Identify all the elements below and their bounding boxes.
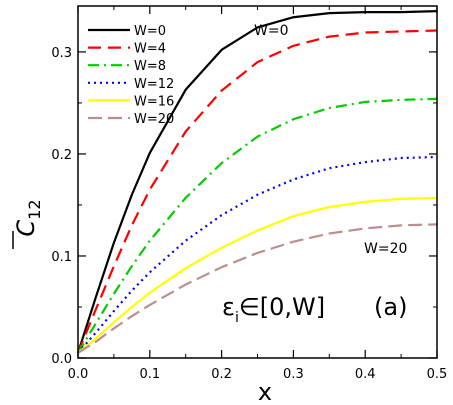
axes: 0.0 0.1 0.2 0.3 0.4 0.5 0.0 0.1 0.2 0.3 bbox=[51, 5, 448, 382]
y-axis-title: C12 bbox=[12, 199, 44, 249]
legend-label-w-20: W=20 bbox=[134, 112, 174, 127]
series-line-w-20 bbox=[77, 223, 438, 354]
annotation-top-label: W=0 bbox=[254, 23, 288, 39]
x-tick-label: 0.5 bbox=[427, 367, 448, 382]
series-line-w-4 bbox=[76, 29, 438, 354]
annotation-range-epsilon: ε bbox=[222, 293, 235, 321]
x-tick-label: 0.0 bbox=[68, 367, 89, 382]
series-line-w-12 bbox=[77, 155, 438, 354]
annotation-range-sub: i bbox=[235, 310, 239, 326]
y-axis-title-sub: 12 bbox=[25, 199, 44, 219]
series-line-w-16 bbox=[77, 196, 438, 354]
y-tick-label: 0.2 bbox=[51, 148, 72, 163]
legend-label-w-12: W=12 bbox=[134, 77, 174, 92]
annotation-panel-label: (a) bbox=[374, 293, 407, 321]
x-tick-label: 0.4 bbox=[355, 367, 376, 382]
series-line-w-8 bbox=[77, 97, 438, 354]
x-tick-label: 0.1 bbox=[139, 367, 160, 382]
x-tick-label: 0.2 bbox=[211, 367, 232, 382]
y-tick-label: 0.1 bbox=[51, 250, 72, 265]
y-axis-title-main: C bbox=[12, 220, 40, 237]
legend: W=0 W=4 W=8 W=12 W=16 W=20 bbox=[88, 24, 174, 127]
y-tick-label: 0.3 bbox=[51, 46, 72, 61]
annotation-bottom-label: W=20 bbox=[364, 241, 407, 257]
annotation-range: εi∈[0,W] bbox=[222, 293, 325, 326]
legend-label-w-0: W=0 bbox=[134, 24, 166, 39]
x-tick-label: 0.3 bbox=[283, 367, 304, 382]
legend-label-w-16: W=16 bbox=[134, 94, 174, 109]
y-tick-label: 0.0 bbox=[51, 352, 72, 367]
legend-label-w-4: W=4 bbox=[134, 42, 166, 57]
x-axis-title: x bbox=[258, 378, 272, 405]
svg-text:C12: C12 bbox=[12, 199, 44, 236]
annotation-range-rest: ∈[0,W] bbox=[239, 293, 325, 321]
legend-label-w-8: W=8 bbox=[134, 59, 166, 74]
